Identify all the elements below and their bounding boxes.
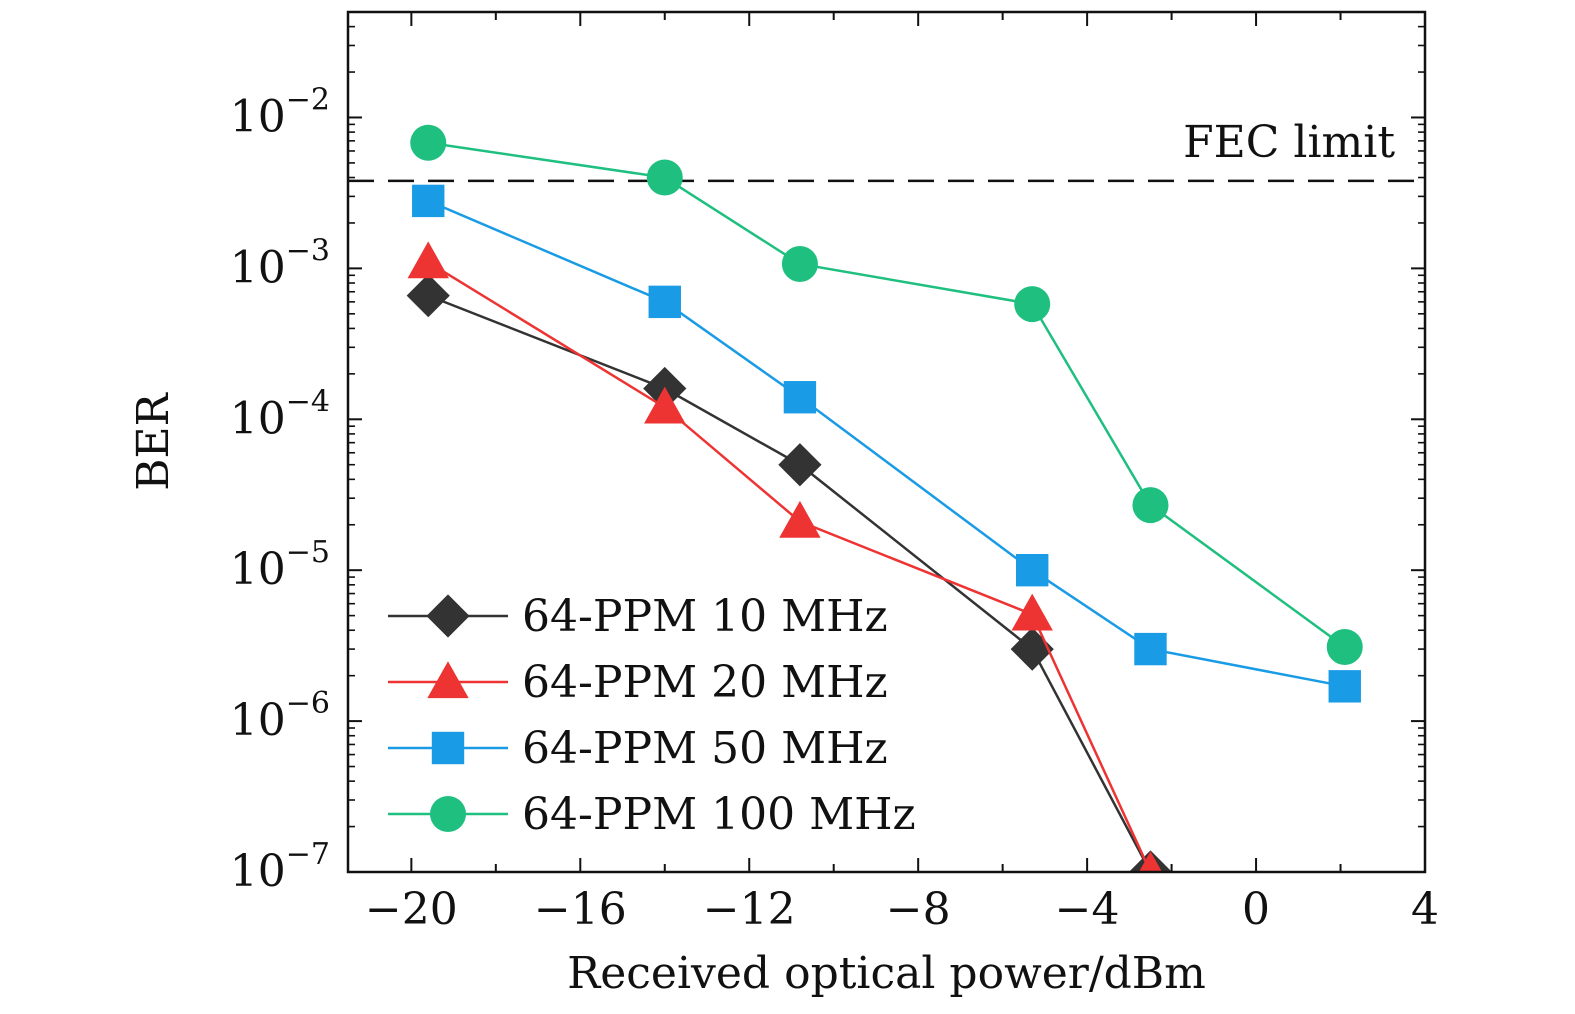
x-tick-label: −4 [1055,884,1120,935]
y-axis-label: BER [128,391,179,490]
x-tick-label: 0 [1242,884,1270,935]
series-point [1138,851,1163,872]
series-point [412,184,445,218]
legend-entry: 64-PPM 100 MHz [388,789,916,840]
series-point [406,274,450,318]
legend: 64-PPM 10 MHz 64-PPM 20 MHz 64-PPM 50 MHz 6… [388,591,916,840]
y-tick-label: 10−3 [230,233,330,293]
series-point [644,386,686,424]
legend-marker [426,594,470,638]
series-point [779,500,821,538]
x-tick-label: −8 [886,884,951,935]
series-point [1016,553,1049,587]
y-tick-exponent: −6 [286,686,330,721]
series-point [1132,487,1169,524]
series-point [1134,632,1167,666]
series-point [648,285,681,319]
y-tick-exponent: −2 [286,82,330,117]
legend-label: 64-PPM 100 MHz [522,789,916,840]
legend-entry: 64-PPM 10 MHz [388,591,888,642]
series-2 [407,241,1163,872]
legend-marker [427,661,469,699]
series-point [1014,286,1051,323]
x-tick-label: −16 [534,884,627,935]
axis-ticks: −20 −16 −12 −8 −4 0 4 10−2 10−3 10−4 10−5 10−6 10−7 [230,11,1439,935]
series-point [778,443,822,487]
y-tick-label: 10−5 [230,535,330,595]
legend-marker [430,796,466,832]
legend-entry: 64-PPM 50 MHz [388,723,888,774]
series-point [1328,670,1361,703]
legend-marker [431,731,465,765]
y-tick-label: 10−7 [230,837,330,897]
y-tick-label: 10−6 [230,686,330,746]
x-axis-label: Received optical power/dBm [567,948,1206,999]
series-4 [410,124,1363,665]
legend-entry: 64-PPM 20 MHz [388,657,888,708]
x-tick-label: −20 [365,884,458,935]
x-tick-label: 4 [1411,884,1439,935]
y-tick-exponent: −4 [286,384,330,419]
x-tick-label: −12 [703,884,796,935]
series-point [1011,593,1053,631]
fec-limit-label: FEC limit [1183,117,1395,168]
y-tick-exponent: −5 [286,535,330,570]
y-tick-label: 10−2 [230,82,330,142]
y-tick-label: 10−4 [230,384,330,444]
series-line [427,199,1345,688]
series-line [428,141,1346,648]
series-layer [406,124,1363,872]
series-point [646,159,683,196]
legend-label: 64-PPM 10 MHz [522,591,888,642]
series-point [781,245,818,282]
y-tick-exponent: −7 [286,837,330,872]
legend-label: 64-PPM 20 MHz [522,657,888,708]
legend-label: 64-PPM 50 MHz [522,723,888,774]
series-point [1326,628,1363,665]
series-point [783,381,817,414]
y-tick-exponent: −3 [286,233,330,268]
series-3 [412,184,1361,703]
series-point [410,124,447,161]
series-point [407,241,449,279]
